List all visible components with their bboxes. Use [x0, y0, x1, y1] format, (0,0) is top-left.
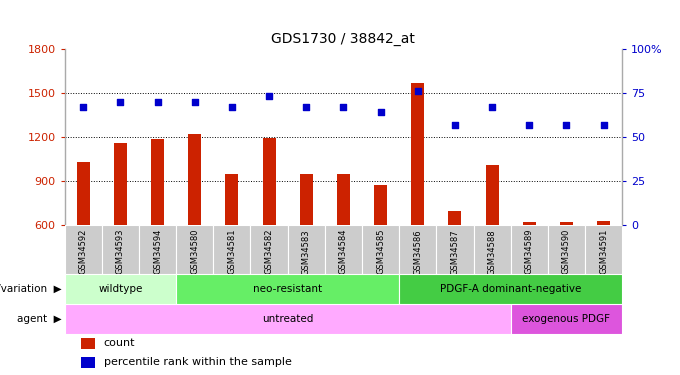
Point: [264, 93, 275, 99]
Bar: [214, 225, 250, 274]
Bar: [597, 221, 610, 225]
Text: neo-resistant: neo-resistant: [253, 284, 322, 294]
Text: GSM34584: GSM34584: [339, 229, 348, 274]
Text: GSM34583: GSM34583: [302, 229, 311, 274]
Bar: [262, 138, 275, 225]
Point: [115, 99, 126, 105]
Bar: [139, 225, 176, 274]
Bar: [448, 211, 462, 225]
Bar: [486, 165, 498, 225]
Bar: [65, 225, 102, 274]
Text: wildtype: wildtype: [98, 284, 143, 294]
Bar: [399, 274, 622, 304]
Bar: [225, 174, 239, 225]
Bar: [82, 338, 95, 349]
Point: [524, 122, 534, 128]
Bar: [188, 134, 201, 225]
Text: GSM34592: GSM34592: [79, 229, 88, 274]
Bar: [411, 83, 424, 225]
Point: [375, 109, 386, 115]
Point: [561, 122, 572, 128]
Bar: [82, 357, 95, 368]
Point: [78, 104, 88, 110]
Text: GSM34588: GSM34588: [488, 229, 496, 274]
Text: GSM34593: GSM34593: [116, 229, 125, 274]
Point: [598, 122, 609, 128]
Bar: [176, 225, 214, 274]
Text: untreated: untreated: [262, 314, 313, 324]
Bar: [176, 274, 399, 304]
Bar: [511, 225, 548, 274]
Point: [152, 99, 163, 105]
Text: GSM34591: GSM34591: [599, 229, 608, 274]
Text: percentile rank within the sample: percentile rank within the sample: [103, 357, 292, 367]
Bar: [473, 225, 511, 274]
Bar: [250, 225, 288, 274]
Text: GSM34586: GSM34586: [413, 229, 422, 274]
Text: PDGF-A dominant-negative: PDGF-A dominant-negative: [440, 284, 581, 294]
Text: GSM34581: GSM34581: [227, 229, 237, 274]
Text: GSM34587: GSM34587: [450, 229, 460, 274]
Bar: [77, 162, 90, 225]
Bar: [114, 144, 127, 225]
Bar: [300, 174, 313, 225]
Text: GSM34582: GSM34582: [265, 229, 273, 274]
Text: GSM34590: GSM34590: [562, 229, 571, 274]
Text: agent  ▶: agent ▶: [16, 314, 61, 324]
Bar: [548, 225, 585, 274]
Bar: [585, 225, 622, 274]
Point: [338, 104, 349, 110]
Bar: [325, 225, 362, 274]
Point: [226, 104, 237, 110]
Bar: [288, 225, 325, 274]
Text: GSM34580: GSM34580: [190, 229, 199, 274]
Point: [301, 104, 311, 110]
Bar: [523, 222, 536, 225]
Text: GSM34585: GSM34585: [376, 229, 385, 274]
Bar: [337, 174, 350, 225]
Point: [412, 88, 423, 94]
Text: GSM34589: GSM34589: [525, 229, 534, 274]
Point: [189, 99, 200, 105]
Bar: [151, 139, 164, 225]
Text: genotype/variation  ▶: genotype/variation ▶: [0, 284, 61, 294]
Bar: [511, 304, 622, 334]
Bar: [65, 274, 176, 304]
Bar: [437, 225, 473, 274]
Text: GSM34594: GSM34594: [153, 229, 162, 274]
Text: exogenous PDGF: exogenous PDGF: [522, 314, 611, 324]
Bar: [65, 304, 511, 334]
Point: [449, 122, 460, 128]
Title: GDS1730 / 38842_at: GDS1730 / 38842_at: [271, 32, 415, 46]
Bar: [374, 185, 387, 225]
Bar: [362, 225, 399, 274]
Bar: [560, 222, 573, 225]
Bar: [102, 225, 139, 274]
Point: [487, 104, 498, 110]
Text: count: count: [103, 339, 135, 348]
Bar: [399, 225, 437, 274]
